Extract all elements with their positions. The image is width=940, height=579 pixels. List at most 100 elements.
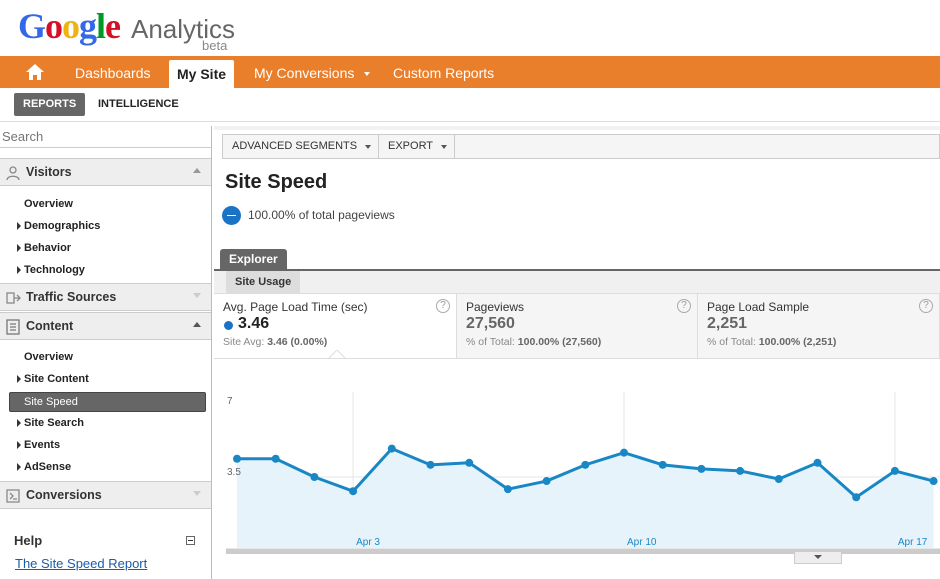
sidebar-item-behavior[interactable]: Behavior [16,242,72,254]
sidebar-item-site-content[interactable]: Site Content [17,373,89,385]
metric-divider [214,358,940,359]
help-question-icon[interactable]: ? [919,299,933,313]
sidebar-search-input[interactable] [0,126,211,148]
sidebar-item-site-speed[interactable]: Site Speed [9,392,206,412]
logo-letter-e: e [105,6,121,46]
metric-page-load-sample[interactable]: Page Load Sample ? 2,251 % of Total: 100… [698,294,940,358]
page-title: Site Speed [225,171,328,193]
sidebar-item-content-overview[interactable]: Overview [24,351,73,363]
nav-my-site[interactable]: My Site [169,60,235,88]
metric-sub: % of Total: 100.00% (2,251) [707,336,836,348]
sidebar-item-technology[interactable]: Technology [17,264,85,276]
help-question-icon[interactable]: ? [677,299,691,313]
metric-sub-prefix: Site Avg: [223,336,265,348]
metric-sub-value: 100.00% (2,251) [758,336,837,348]
series-area [237,448,934,548]
collapse-icon [193,322,201,327]
sidebar-section-conversions[interactable]: Conversions [0,481,211,509]
sidebar-item-adsense[interactable]: AdSense [16,461,72,473]
advanced-segments-button[interactable]: ADVANCED SEGMENTS [223,135,379,158]
sidebar-section-traffic-sources[interactable]: Traffic Sources [0,283,211,311]
sidebar-item-events[interactable]: Events [16,439,61,451]
chart-scroll-handle[interactable] [794,552,842,564]
expand-icon [193,293,201,298]
chevron-down-icon [364,72,371,77]
series-color-dot [224,321,233,330]
sidebar-section-content[interactable]: Content [0,312,211,340]
conversions-icon [6,489,20,503]
sidebar-item-demographics[interactable]: Demographics [16,220,101,232]
logo-letter-l: l [96,6,106,46]
sidebar-section-label: Visitors [26,165,72,179]
sidebar-item-site-search[interactable]: Site Search [17,417,84,429]
metric-name: Page Load Sample [707,300,810,314]
data-point-16 [852,493,861,502]
metric-sub-value: 3.46 (0.00%) [267,336,328,348]
tab-reports[interactable]: REPORTS [14,93,86,116]
data-point-17 [890,466,899,475]
data-point-15 [813,458,822,467]
data-point-3 [349,487,358,496]
metric-name: Pageviews [466,300,525,314]
sub-nav: REPORTS INTELLIGENCE [0,88,940,122]
metric-sub-prefix: % of Total: [466,336,515,348]
metric-sub-value: 100.00% (27,560) [517,336,602,348]
nav-my-conversions[interactable]: My Conversions [254,56,371,88]
chart-scrollbar[interactable] [226,549,940,554]
metric-avg-page-load-time[interactable]: Avg. Page Load Time (sec) ? 3.46 Site Av… [214,294,457,358]
metric-value: 3.46 [238,315,270,332]
sidebar-item-visitors-overview[interactable]: Overview [24,198,73,210]
export-button[interactable]: EXPORT [379,135,455,158]
data-point-4 [387,444,396,453]
data-point-5 [426,460,435,469]
report-toolbar: ADVANCED SEGMENTS EXPORT [222,134,940,159]
segment-icon[interactable] [222,206,241,225]
header: Google Analytics beta [0,0,940,56]
visitors-icon [6,166,20,181]
x-tick-label-1: Apr 10 [627,537,657,548]
main-content: ADVANCED SEGMENTS EXPORT Site Speed 100.… [214,126,940,579]
tab-intelligence[interactable]: INTELLIGENCE [98,98,179,110]
tab-underline [214,269,940,271]
logo-letter-g2: g [79,6,97,46]
data-point-10 [620,448,628,457]
collapse-help-icon[interactable] [186,536,195,545]
help-question-icon[interactable]: ? [436,299,450,313]
logo-letter-o1: o [45,6,63,46]
sidebar-section-label: Conversions [26,488,102,502]
y-tick-label-1: 3.5 [227,467,241,478]
main-top-strip [214,126,940,130]
traffic-sources-icon [6,292,21,304]
metric-value: 27,560 [466,315,515,332]
sub-tab-bar: Site Usage [214,271,940,294]
data-point-18 [929,477,938,486]
data-point-8 [542,477,551,486]
data-point-12 [697,464,706,473]
logo-google-text: Google [18,6,121,46]
tab-site-usage[interactable]: Site Usage [226,271,301,294]
metric-sub: Site Avg: 3.46 (0.00%) [223,336,327,348]
main-nav: Dashboards My Site My Conversions Custom… [0,56,940,88]
metric-pageviews[interactable]: Pageviews ? 27,560 % of Total: 100.00% (… [457,294,698,358]
nav-custom-reports[interactable]: Custom Reports [393,65,495,81]
logo-letter-g: G [18,6,46,46]
expand-icon [193,491,201,496]
tab-explorer[interactable]: Explorer [220,249,287,269]
metric-name: Avg. Page Load Time (sec) [223,300,368,314]
nav-dashboards[interactable]: Dashboards [75,65,151,81]
segment-summary: 100.00% of total pageviews [248,208,395,222]
x-tick-label-2: Apr 17 [898,537,928,548]
home-icon[interactable] [24,62,46,82]
sidebar-section-label: Content [26,319,74,333]
content-icon [6,319,20,335]
sidebar-section-visitors[interactable]: Visitors [0,158,211,186]
data-point-2 [310,473,319,481]
x-tick-label-0: Apr 3 [356,537,380,548]
data-point-7 [503,485,512,494]
help-link-site-speed-report[interactable]: The Site Speed Report [15,556,148,571]
logo-beta: beta [202,38,228,53]
data-point-1 [271,454,280,463]
logo-letter-o2: o [62,6,80,46]
google-analytics-logo[interactable]: Google Analytics beta [18,6,235,53]
data-point-0 [233,454,241,463]
